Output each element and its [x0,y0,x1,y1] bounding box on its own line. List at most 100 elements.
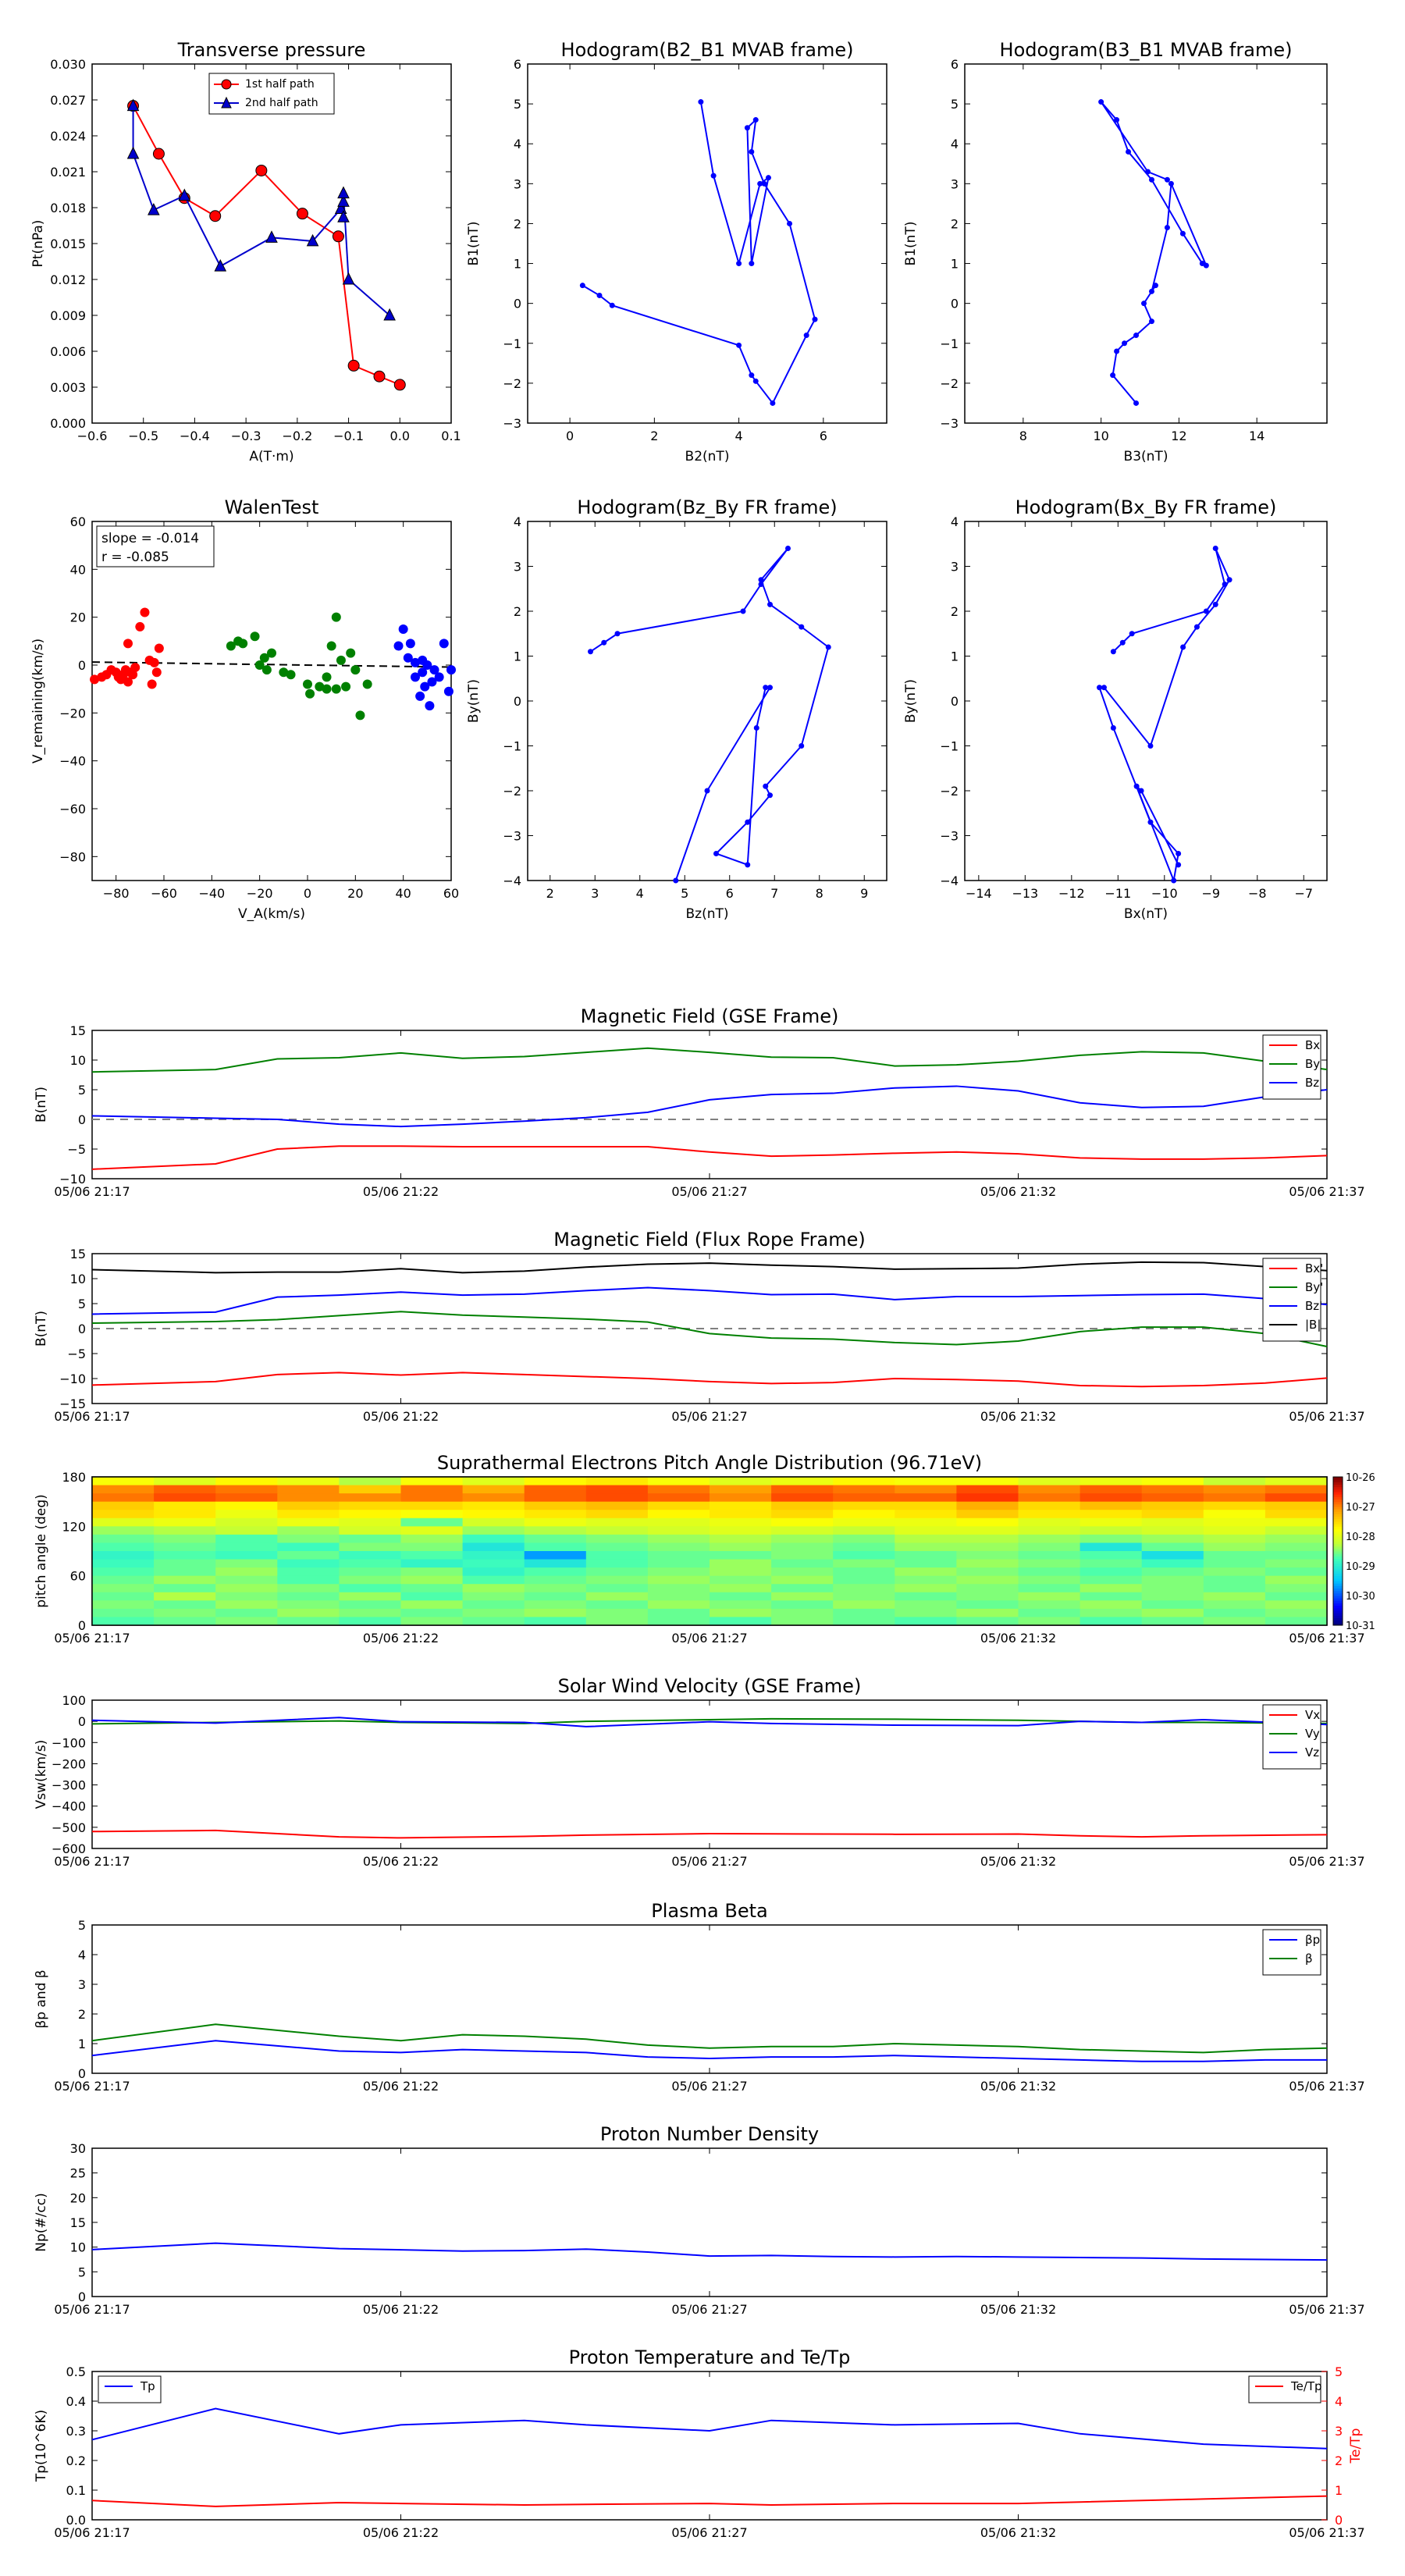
x-axis-label: Bx(nT) [1124,906,1168,922]
heatmap-cell [1264,1559,1328,1568]
heatmap-cell [524,1584,587,1593]
heatmap-cell [92,1575,155,1585]
data-point [1098,99,1104,105]
heatmap-cell [710,1584,772,1593]
data-point [1176,862,1182,868]
heatmap-cell [585,1501,649,1510]
y-tick-label: 0.018 [50,201,86,215]
heatmap-cell [1018,1501,1081,1510]
y-tick-label: 0 [78,2066,86,2081]
x-tick-label: 05/06 21:32 [980,1409,1056,1424]
data-point [128,670,138,680]
colorbar-segment [1333,1533,1343,1537]
heatmap-cell [154,1526,216,1535]
y-tick-label: −80 [59,849,86,864]
x-tick-label: 05/06 21:27 [671,2525,747,2540]
heatmap-cell [647,1551,710,1560]
heatmap-cell [710,1477,772,1486]
heatmap-cell [1264,1575,1328,1585]
heatmap-cell [154,1510,216,1519]
heatmap-cell [771,1477,834,1486]
x-tick-label: −0.6 [77,429,108,443]
y-tick-label: 25 [70,2166,86,2181]
heatmap-cell [1203,1477,1266,1486]
heatmap-cell [154,1617,216,1626]
x-tick-label: 05/06 21:37 [1289,1854,1364,1869]
heatmap-cell [339,1493,401,1503]
chart-title: Transverse pressure [177,39,366,61]
x-tick-label: −0.1 [333,429,364,443]
x-tick-label: 05/06 21:27 [671,2302,747,2317]
colorbar-segment [1333,1620,1343,1624]
heatmap-cell [710,1592,772,1601]
series-line-Bx [91,1145,1328,1170]
x-tick-label: 05/06 21:17 [54,2525,130,2540]
y-axis-label: B1(nT) [466,222,482,266]
y-axis-label: βp and β [34,1969,49,2028]
heatmap-cell [524,1617,587,1626]
data-point [1133,400,1140,406]
chart-title: Magnetic Field (Flux Rope Frame) [553,1229,865,1251]
heatmap-cell [647,1584,710,1593]
heatmap-cell [1141,1526,1204,1535]
plot-area-frame [964,63,1328,424]
colorbar-segment [1333,1479,1343,1482]
plot-area-frame [91,2147,1328,2297]
colorbar-segment [1333,1489,1343,1493]
colorbar-segment [1333,1590,1343,1594]
x-tick-label: 05/06 21:17 [54,2302,130,2317]
x-tick-label: 05/06 21:17 [54,1631,130,1646]
data-point [765,175,771,181]
chart-title: Plasma Beta [651,1900,767,1922]
heatmap-cell [1203,1485,1266,1494]
data-point [1212,601,1218,607]
data-point [1203,608,1209,614]
colorbar-segment [1333,1573,1343,1577]
y-tick-label: 20 [70,2190,86,2205]
heatmap-cell [956,1617,1019,1626]
data-point [713,851,719,856]
heatmap-cell [462,1542,525,1552]
data-point [767,685,773,691]
colorbar-segment [1333,1622,1343,1626]
y-tick-label: −4 [940,873,959,888]
data-point [1097,685,1103,691]
heatmap-cell [400,1510,464,1519]
heatmap-cell [956,1575,1019,1585]
data-point [140,607,150,617]
data-point [698,99,704,105]
chart-panel-1: Hodogram(B2_B1 MVAB frame) 0 2 4 6 −3 −2 −1 0 1 2 3… [466,39,887,464]
heatmap-cell [92,1600,155,1610]
data-point [350,665,361,675]
x-tick-label: 0.0 [390,429,410,443]
heatmap-cell [771,1584,834,1593]
heatmap-cell [1203,1517,1266,1527]
heatmap-cell [524,1559,587,1568]
y-tick-label: 1 [514,257,521,272]
series-line-Tp [91,2407,1328,2450]
heatmap-cell [462,1559,525,1568]
heatmap-cell [1203,1567,1266,1577]
y-axis-label: By(nT) [903,679,919,723]
chart-title: Hodogram(B2_B1 MVAB frame) [561,39,854,61]
heatmap-cell [400,1493,464,1503]
y-tick-label: 30 [70,2141,86,2156]
heatmap-cell [524,1534,587,1543]
heatmap-cell [277,1617,340,1626]
heatmap-cell [339,1485,401,1494]
legend-label: βp [1305,1933,1320,1947]
x-tick-label: 6 [820,429,827,443]
x-tick-label: 05/06 21:17 [54,2079,130,2094]
heatmap-cell [154,1542,216,1552]
heatmap-cell [710,1567,772,1577]
data-point [250,632,260,642]
x-tick-label: 05/06 21:32 [980,1854,1056,1869]
heatmap-cell [1018,1517,1081,1527]
data-point [135,621,145,632]
heatmap-cell [462,1501,525,1510]
y-tick-label: 0.3 [66,2424,86,2439]
data-point [303,679,312,689]
heatmap-cell [215,1510,278,1519]
x-tick-label: 9 [860,886,868,901]
y2-axis-label: Te/Tp [1348,2428,1364,2464]
